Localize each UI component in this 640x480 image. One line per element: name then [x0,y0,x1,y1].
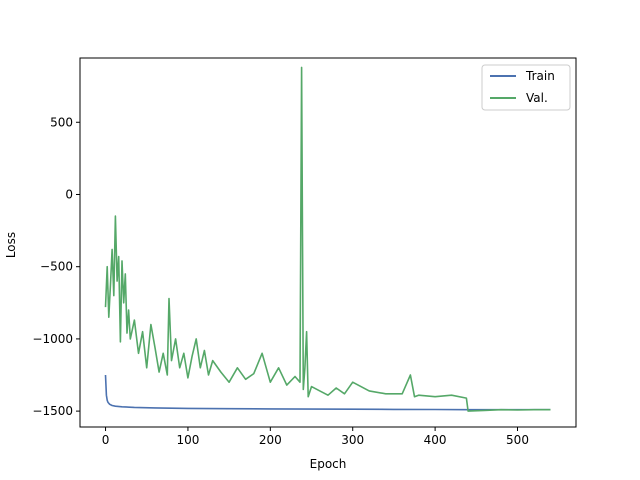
y-tick-label: −500 [40,260,73,274]
x-tick-label: 300 [341,433,364,447]
y-tick-label: 0 [65,187,73,201]
x-axis-label: Epoch [310,457,347,471]
y-axis-ticks: −1500 −1000 −500 0 500 [32,115,80,418]
series-line-val [104,66,551,412]
x-tick-label: 100 [176,433,199,447]
x-tick-label: 500 [506,433,529,447]
legend: Train Val. [481,64,571,111]
y-tick-label: −1500 [32,404,73,418]
y-tick-label: 500 [50,115,73,129]
series-line-train [104,374,551,411]
y-tick-label: −1000 [32,332,73,346]
x-axis-ticks: 0 100 200 300 400 500 [102,427,529,447]
x-tick-label: 200 [259,433,282,447]
x-tick-label: 0 [102,433,110,447]
y-axis-label: Loss [4,232,18,258]
legend-label-train: Train [525,69,555,83]
legend-label-val: Val. [526,91,548,105]
plot-area [104,66,551,412]
plot-frame [79,57,577,428]
x-tick-label: 400 [424,433,447,447]
